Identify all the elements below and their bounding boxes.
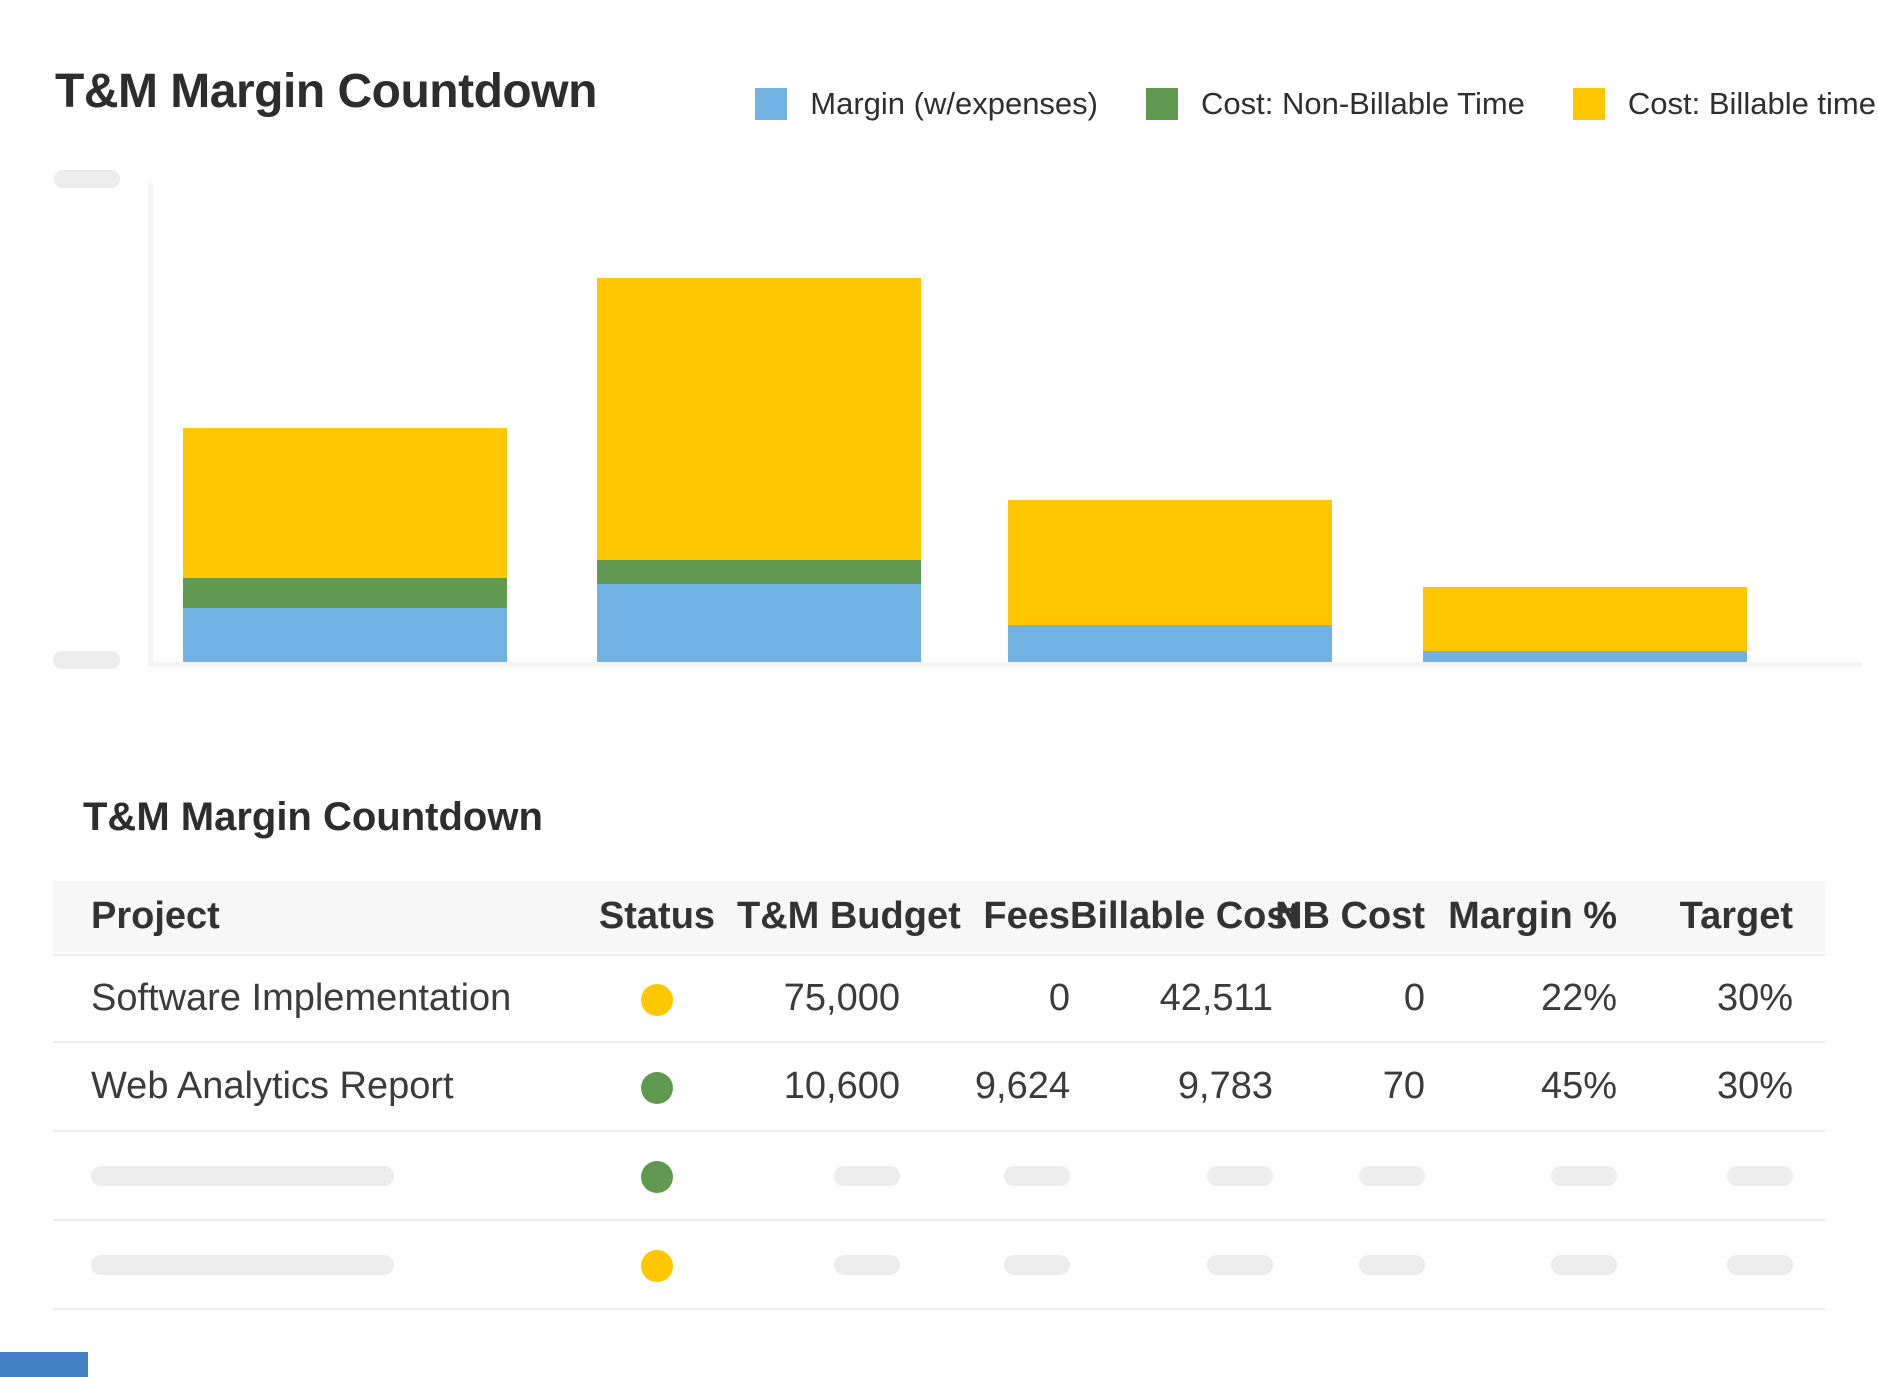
project-cell: Software Implementation: [91, 977, 512, 1019]
cell-nb-cost: [1273, 1165, 1425, 1186]
chart-title: T&M Margin Countdown: [55, 65, 597, 118]
column-header-margin[interactable]: Margin %: [1448, 895, 1617, 937]
legend-label: Cost: Non-Billable Time: [1201, 86, 1525, 121]
table-row-1[interactable]: Software Implementation 75,000 0 42,511 0 22%…: [53, 954, 1825, 1043]
status-dot: [641, 1071, 673, 1104]
status-cell: [577, 1154, 737, 1197]
bar-1-segment-margin-w-expenses[interactable]: [183, 608, 507, 662]
table-row-4[interactable]: [53, 1221, 1825, 1310]
cell-billable-cost: 9,783: [1177, 1065, 1273, 1107]
status-dot: [641, 1160, 673, 1193]
cell-t-m-budget: [737, 1165, 900, 1186]
legend-item-cost-billable-time[interactable]: Cost: Billable time: [1572, 86, 1876, 122]
bar-1-segment-cost-billable-time[interactable]: [183, 428, 507, 578]
column-header-project[interactable]: Project: [91, 895, 220, 937]
cell-t-m-budget: 10,600: [783, 1065, 900, 1107]
t-m-budget-skeleton-pill: [834, 1165, 900, 1186]
status-dot: [641, 983, 673, 1016]
billable-cost-skeleton-pill: [1207, 1165, 1273, 1186]
cell-target: [1617, 1254, 1793, 1275]
cell-billable-cost: [1070, 1254, 1273, 1275]
cell-fees: [900, 1254, 1070, 1275]
cell-margin: 22%: [1540, 977, 1617, 1019]
cell-target: [1617, 1165, 1793, 1186]
cell-nb-cost: 0: [1403, 977, 1425, 1019]
legend-label: Margin (w/expenses): [810, 86, 1098, 121]
target-skeleton-pill: [1727, 1254, 1793, 1275]
status-cell: [577, 977, 737, 1020]
status-cell: [577, 1065, 737, 1108]
column-header-nb-cost[interactable]: NB Cost: [1275, 895, 1425, 937]
cell-fees: 0: [1048, 977, 1070, 1019]
chart-legend: Margin (w/expenses) Cost: Non-Billable Ti…: [755, 86, 1876, 122]
bottom-blue-bar: [0, 1352, 88, 1377]
bar-3-segment-margin-w-expenses[interactable]: [1008, 625, 1332, 662]
bar-1: [183, 428, 507, 662]
table-row-2[interactable]: Web Analytics Report 10,600 9,624 9,783 70 45…: [53, 1043, 1825, 1132]
project-cell: [91, 1165, 577, 1186]
bar-2-segment-margin-w-expenses[interactable]: [597, 584, 921, 662]
table-section: T&M Margin Countdown Project Status T&M Bu…: [53, 795, 1825, 1310]
target-skeleton-pill: [1727, 1165, 1793, 1186]
project-cell: Web Analytics Report: [91, 1065, 454, 1107]
fees-skeleton-pill: [1004, 1254, 1070, 1275]
cell-billable-cost: [1070, 1165, 1273, 1186]
stacked-bar-chart: [148, 183, 1862, 667]
cell-nb-cost: [1273, 1254, 1425, 1275]
table-row-3[interactable]: [53, 1132, 1825, 1221]
cell-target: 30%: [1716, 977, 1793, 1019]
bar-4-segment-margin-w-expenses[interactable]: [1423, 651, 1747, 662]
legend-item-cost-non-billable-time[interactable]: Cost: Non-Billable Time: [1146, 86, 1525, 122]
cell-t-m-budget: [737, 1254, 900, 1275]
cell-t-m-budget: 75,000: [783, 977, 900, 1019]
bar-4-segment-cost-billable-time[interactable]: [1423, 587, 1747, 651]
legend-swatch-cost-non-billable-time: [1146, 88, 1178, 120]
status-cell: [577, 1243, 737, 1286]
project-skeleton-pill: [91, 1254, 394, 1275]
column-header-t-m-budget[interactable]: T&M Budget: [737, 895, 961, 937]
column-header-billable-cost[interactable]: Billable Cost: [1070, 895, 1301, 937]
cell-margin: [1425, 1165, 1617, 1186]
cell-billable-cost: 42,511: [1159, 977, 1273, 1019]
legend-swatch-margin-w-expenses: [755, 88, 788, 120]
bar-3: [1008, 500, 1332, 662]
bar-1-segment-cost-non-billable-time[interactable]: [183, 578, 507, 608]
column-header-fees[interactable]: Fees: [983, 895, 1070, 937]
legend-swatch-cost-billable-time: [1572, 88, 1605, 120]
fees-skeleton-pill: [1004, 1165, 1070, 1186]
margin-skeleton-pill: [1551, 1165, 1617, 1186]
legend-label: Cost: Billable time: [1627, 86, 1876, 121]
status-dot: [641, 1249, 673, 1282]
bar-2-segment-cost-non-billable-time[interactable]: [597, 560, 921, 584]
nb-cost-skeleton-pill: [1359, 1254, 1425, 1275]
cell-margin: 45%: [1540, 1065, 1617, 1107]
nb-cost-skeleton-pill: [1359, 1165, 1425, 1186]
cell-fees: 9,624: [974, 1065, 1070, 1107]
cell-margin: [1425, 1254, 1617, 1275]
bar-2: [597, 278, 921, 662]
y-axis-min-label-skeleton: [53, 651, 120, 669]
cell-fees: [900, 1165, 1070, 1186]
project-cell: [91, 1254, 577, 1275]
legend-item-margin-w-expenses[interactable]: Margin (w/expenses): [755, 86, 1098, 122]
bar-3-segment-cost-billable-time[interactable]: [1008, 500, 1332, 625]
table-header-row: Project Status T&M Budget Fees Billable Cost…: [53, 881, 1825, 952]
cell-target: 30%: [1716, 1065, 1793, 1107]
project-skeleton-pill: [91, 1165, 394, 1186]
bar-4: [1423, 587, 1747, 662]
table-title: T&M Margin Countdown: [83, 795, 543, 839]
column-header-target[interactable]: Target: [1679, 895, 1793, 937]
t-m-budget-skeleton-pill: [834, 1254, 900, 1275]
bar-2-segment-cost-billable-time[interactable]: [597, 278, 921, 560]
billable-cost-skeleton-pill: [1207, 1254, 1273, 1275]
y-axis: [148, 183, 153, 667]
y-axis-max-label-skeleton: [54, 170, 120, 188]
cell-nb-cost: 70: [1382, 1065, 1425, 1107]
table-body: Software Implementation 75,000 0 42,511 0 22%…: [53, 954, 1825, 1310]
margin-skeleton-pill: [1551, 1254, 1617, 1275]
x-axis: [148, 662, 1862, 667]
column-header-status[interactable]: Status: [598, 895, 716, 937]
